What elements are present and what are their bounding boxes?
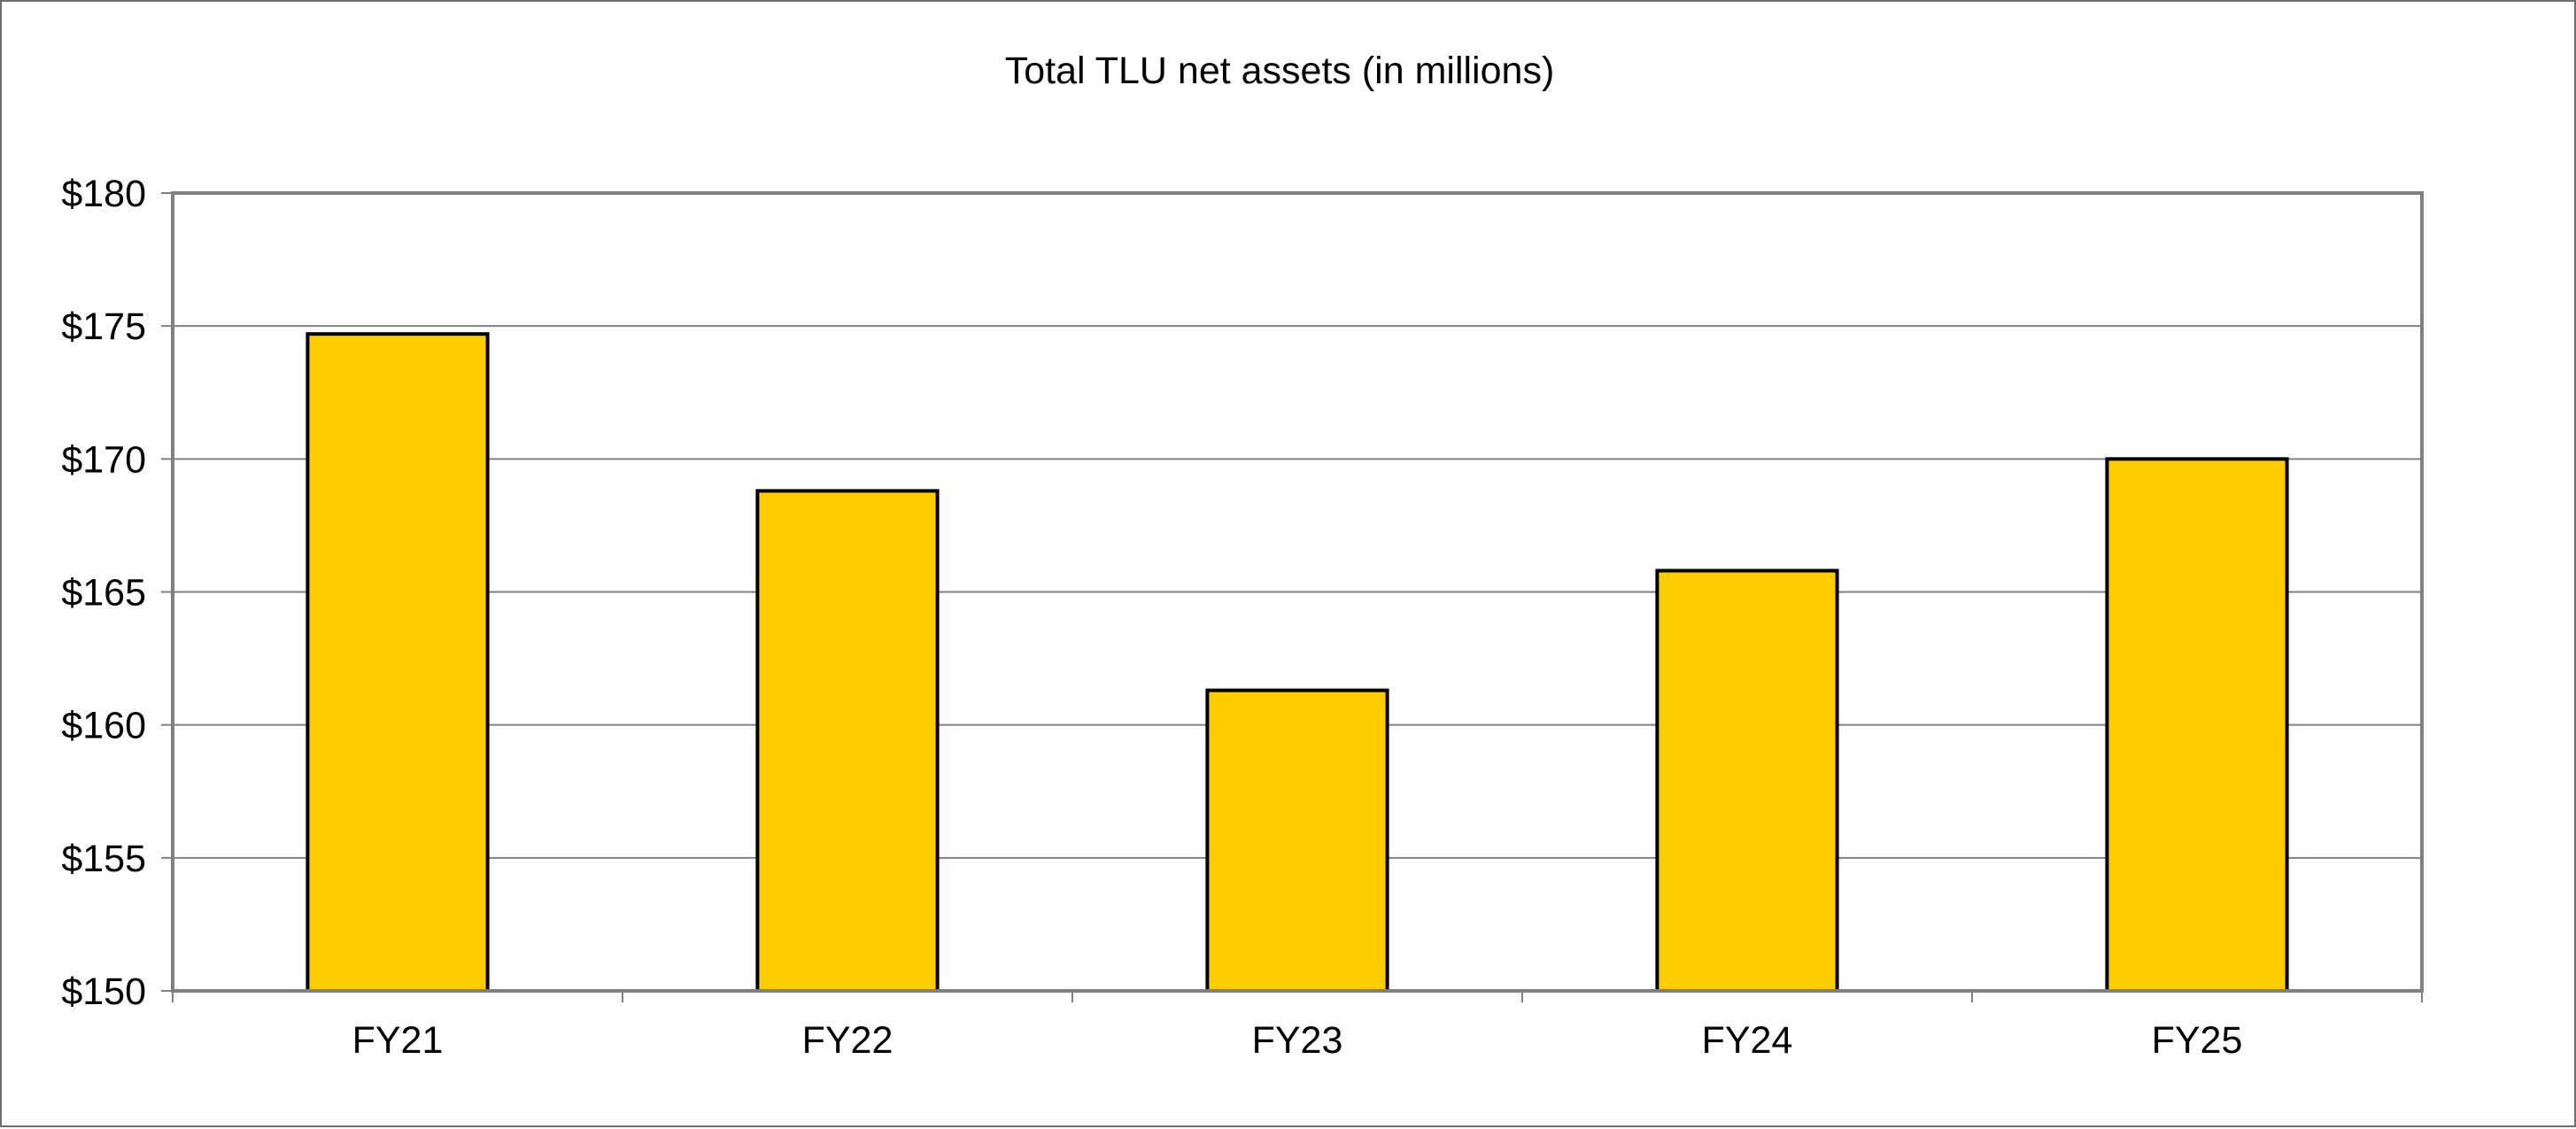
bar-fy24 xyxy=(1655,568,1839,993)
x-tick-label: FY24 xyxy=(1702,1019,1793,1062)
bar-fy22 xyxy=(755,489,940,993)
x-tick-label: FY21 xyxy=(352,1019,444,1062)
x-tick-label: FY22 xyxy=(802,1019,893,1062)
y-tick-labels: $150 $155 $160 $165 $170 $175 $180 xyxy=(61,173,146,1013)
bar-fy21 xyxy=(306,332,490,993)
x-tick-label: FY25 xyxy=(2152,1019,2243,1062)
x-tick-label: FY23 xyxy=(1252,1019,1343,1062)
x-tick-labels: FY21 FY22 FY23 FY24 FY25 xyxy=(352,1019,2243,1062)
bars xyxy=(306,332,2289,994)
y-tick-label: $150 xyxy=(61,970,146,1013)
axes xyxy=(161,191,2424,1002)
y-tick-label: $180 xyxy=(61,173,146,215)
bar-fy23 xyxy=(1205,688,1389,994)
chart-title: Total TLU net assets (in millions) xyxy=(1005,50,1555,92)
bar-fy25 xyxy=(2105,457,2289,993)
y-tick-label: $165 xyxy=(61,572,146,615)
y-tick-label: $175 xyxy=(61,305,146,348)
y-tick-label: $160 xyxy=(61,705,146,747)
y-tick-label: $155 xyxy=(61,838,146,880)
y-tick-label: $170 xyxy=(61,438,146,481)
